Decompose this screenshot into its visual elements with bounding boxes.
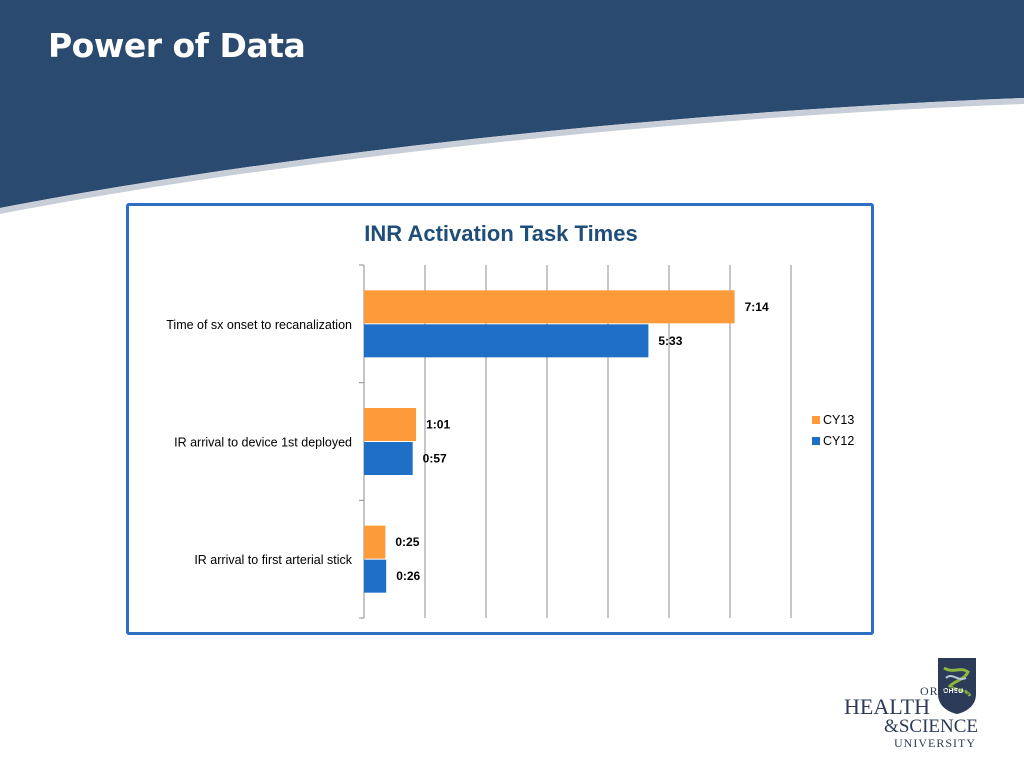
category-label: IR arrival to device 1st deployed [174,436,352,450]
bar-cy12 [364,442,413,475]
bar-cy13 [364,408,417,441]
bar-cy13 [364,525,386,559]
data-label: 5:33 [658,334,682,348]
category-label: IR arrival to first arterial stick [194,553,352,567]
logo-line-science: &SCIENCE [884,716,978,737]
data-label: 0:26 [396,569,420,583]
bar-cy12 [364,324,649,358]
bar-cy13 [364,290,735,324]
data-label: 0:57 [423,452,447,466]
data-label: 0:25 [395,535,419,549]
chart-title: INR Activation Task Times [364,221,637,246]
slide-title: Power of Data [48,26,306,65]
bar-cy12 [364,559,387,593]
category-label: Time of sx onset to recanalization [166,318,352,332]
bar-chart: INR Activation Task Times Time of sx onse… [166,221,854,619]
ohsu-logo: OHSU OREGON HEALTH &SCIENCE UNIVERSITY [844,656,978,752]
data-label: 1:01 [426,418,450,432]
chart-frame: INR Activation Task Times Time of sx onse… [126,203,874,635]
legend-label-cy12: CY12 [823,434,854,448]
header-banner [0,0,1024,214]
logo-line-university: UNIVERSITY [894,736,976,750]
logo-line-health: HEALTH [844,694,930,719]
legend-swatch-cy12 [812,437,820,445]
data-label: 7:14 [745,300,769,314]
logo-line-oregon: OREGON [920,684,976,698]
legend-label-cy13: CY13 [823,413,854,427]
legend-swatch-cy13 [812,416,820,424]
logo-shield-text: OHSU [943,688,964,695]
ohsu-shield-icon [938,658,976,714]
